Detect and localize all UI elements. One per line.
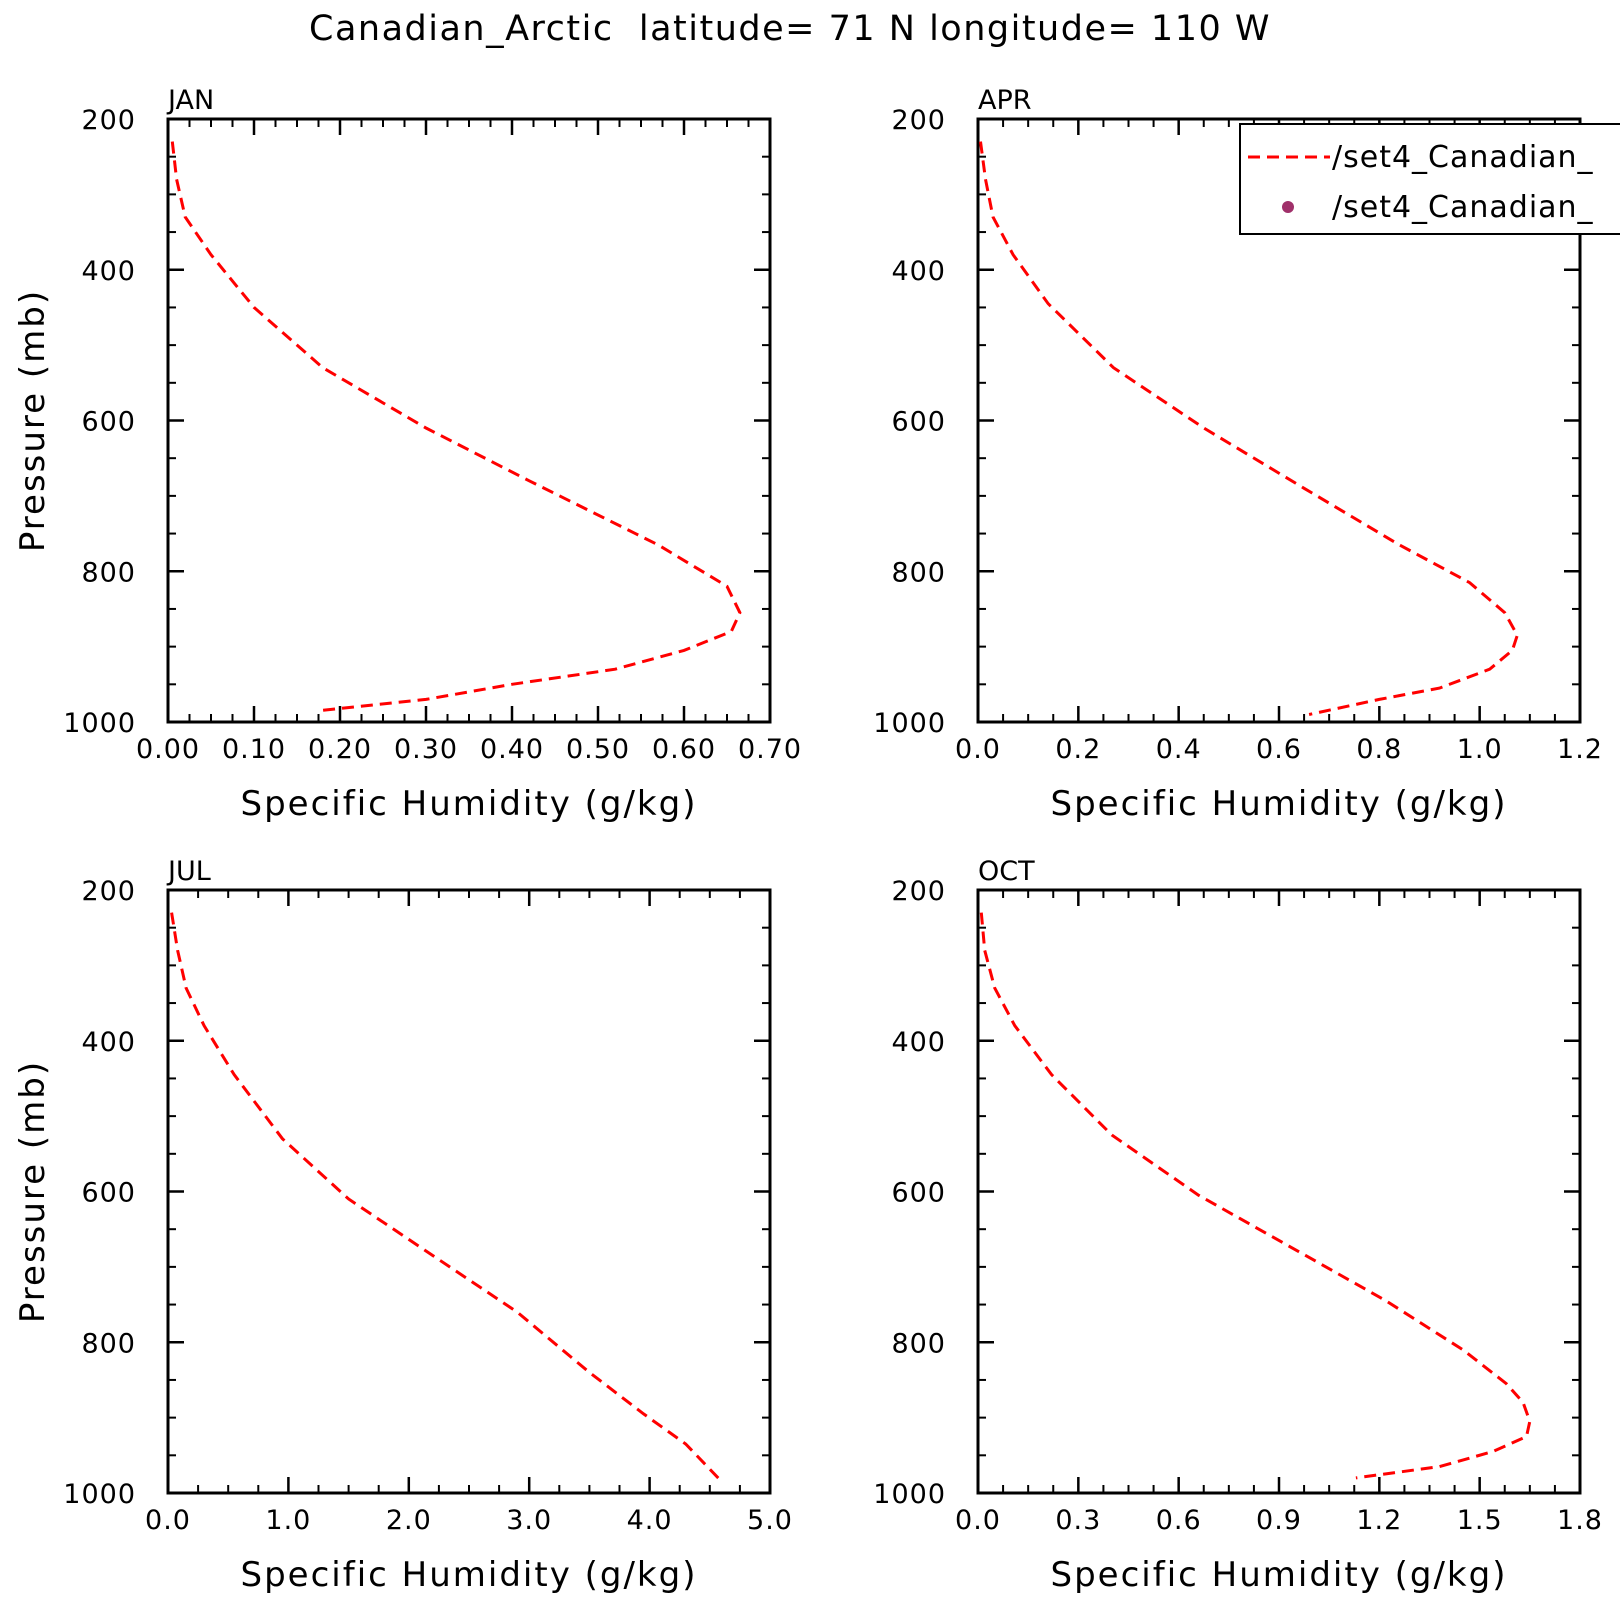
x-axis-label: Specific Humidity (g/kg)	[1051, 784, 1508, 824]
series-line	[170, 141, 742, 713]
y-tick-label: 600	[891, 407, 946, 438]
panel-label: OCT	[978, 856, 1035, 887]
y-tick-label: 400	[81, 1027, 136, 1058]
x-axis-label: Specific Humidity (g/kg)	[241, 1555, 698, 1595]
y-tick-label: 1000	[873, 708, 946, 739]
x-tick-label: 5.0	[747, 1505, 793, 1536]
series-line	[979, 912, 1532, 1480]
x-tick-label: 0.6	[1256, 734, 1302, 765]
x-tick-label: 0.10	[222, 734, 286, 765]
x-tick-label: 0.2	[1055, 734, 1101, 765]
x-tick-label: 0.4	[1156, 734, 1202, 765]
x-tick-label: 0.8	[1356, 734, 1402, 765]
x-tick-label: 0.20	[308, 734, 372, 765]
legend-box	[1239, 123, 1620, 235]
y-tick-label: 800	[891, 557, 946, 588]
x-tick-label: 1.8	[1557, 1505, 1603, 1536]
y-tick-label: 800	[891, 1328, 946, 1359]
legend-entry-label: /set4_Canadian_	[1332, 190, 1594, 225]
y-tick-label: 800	[81, 1328, 136, 1359]
panel-jan: JAN 0.00 0.10 0.20 0.30 0.40 0.50 0.60 0.70 200 40…	[13, 85, 802, 824]
series-line	[170, 912, 723, 1483]
panel-oct: OCT 0.0 0.3 0.6 0.9 1.2 1.5 1.8 200 400 600 800 1000…	[873, 856, 1603, 1595]
x-tick-label: 0.00	[136, 734, 200, 765]
series-line	[979, 141, 1519, 716]
x-tick-label: 0.40	[480, 734, 544, 765]
x-tick-label: 3.0	[506, 1505, 552, 1536]
x-axis-label: Specific Humidity (g/kg)	[1051, 1555, 1508, 1595]
panel-jul: JUL 0.0 1.0 2.0 3.0 4.0 5.0 200 400 600 800 1000 Spe…	[13, 856, 793, 1595]
y-tick-label: 600	[81, 1178, 136, 1209]
figure-title: Canadian_Arctic latitude= 71 N longitude…	[309, 9, 1271, 49]
y-axis-label: Pressure (mb)	[13, 289, 53, 552]
y-tick-label: 200	[891, 876, 946, 907]
x-tick-label: 4.0	[627, 1505, 673, 1536]
x-tick-label: 1.0	[1457, 734, 1503, 765]
x-tick-label: 0.3	[1055, 1505, 1101, 1536]
x-tick-label: 0.70	[738, 734, 802, 765]
x-tick-label: 0.60	[652, 734, 716, 765]
y-tick-label: 1000	[63, 708, 136, 739]
y-tick-label: 400	[891, 256, 946, 287]
x-tick-label: 1.5	[1457, 1505, 1503, 1536]
y-tick-label: 200	[81, 876, 136, 907]
x-tick-label: 0.9	[1256, 1505, 1302, 1536]
panel-label: JUL	[166, 856, 211, 887]
plot-frame	[976, 888, 1582, 1495]
y-tick-label: 400	[81, 256, 136, 287]
plot-frame	[166, 888, 772, 1495]
x-tick-label: 0.0	[955, 1505, 1001, 1536]
x-tick-label: 0.0	[145, 1505, 191, 1536]
y-tick-label: 200	[891, 105, 946, 136]
y-tick-label: 800	[81, 557, 136, 588]
panel-label: APR	[978, 85, 1032, 116]
y-tick-label: 600	[891, 1178, 946, 1209]
y-tick-label: 400	[891, 1027, 946, 1058]
x-tick-label: 0.50	[566, 734, 630, 765]
x-tick-label: 0.0	[955, 734, 1001, 765]
y-tick-label: 200	[81, 105, 136, 136]
x-tick-label: 0.30	[394, 734, 458, 765]
y-tick-label: 1000	[63, 1479, 136, 1510]
y-tick-label: 1000	[873, 1479, 946, 1510]
x-tick-label: 0.6	[1156, 1505, 1202, 1536]
plot-frame	[166, 117, 772, 724]
y-axis-label: Pressure (mb)	[13, 1060, 53, 1323]
panel-label: JAN	[166, 85, 214, 116]
panels-group: JAN 0.00 0.10 0.20 0.30 0.40 0.50 0.60 0.70 200 40…	[13, 85, 1603, 1595]
x-tick-label: 2.0	[386, 1505, 432, 1536]
x-axis-label: Specific Humidity (g/kg)	[241, 784, 698, 824]
x-tick-label: 1.2	[1356, 1505, 1402, 1536]
legend-dot-swatch	[1282, 201, 1294, 213]
x-tick-label: 1.2	[1557, 734, 1603, 765]
y-tick-label: 600	[81, 407, 136, 438]
legend: /set4_Canadian_ /set4_Canadian_	[1239, 123, 1620, 235]
legend-entry-label: /set4_Canadian_	[1332, 140, 1594, 175]
x-tick-label: 1.0	[265, 1505, 311, 1536]
